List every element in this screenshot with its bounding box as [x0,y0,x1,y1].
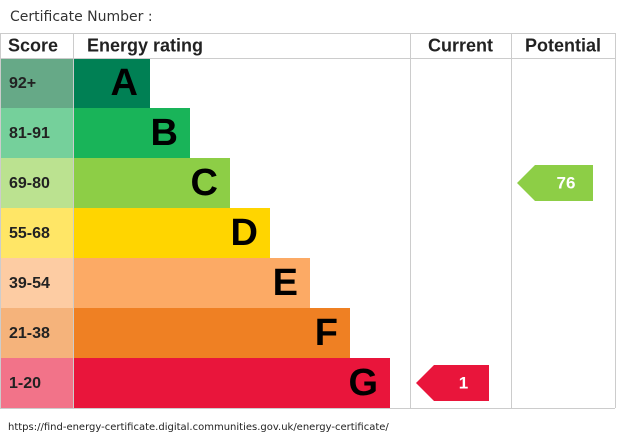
rating-bar [73,158,230,208]
current-arrow [416,365,489,401]
band-letter: G [348,362,378,404]
rating-bar [73,108,190,158]
score-cell [0,308,73,358]
score-label: 81-91 [9,125,50,142]
column-header: Potential [525,35,601,55]
score-label: 21-38 [9,325,50,342]
band-letter: D [231,212,258,254]
score-label: 1-20 [9,375,41,392]
rating-bar [73,258,310,308]
potential-arrow [517,165,593,201]
rating-bar [73,308,350,358]
score-cell [0,358,73,408]
score-label: 92+ [9,75,36,92]
footer-url: https://find-energy-certificate.digital.… [8,422,389,433]
band-letter: B [151,112,178,154]
current-value: 1 [459,373,468,392]
rating-bar [73,58,150,108]
certificate-title: Certificate Number : [10,9,153,25]
potential-value: 76 [557,173,576,192]
column-header: Score [8,35,58,55]
score-cell [0,208,73,258]
rating-bar [73,208,270,258]
score-cell [0,258,73,308]
band-letter: E [273,262,298,304]
score-label: 69-80 [9,175,50,192]
score-cell [0,158,73,208]
band-letter: A [111,62,138,104]
column-header: Current [428,35,493,55]
score-label: 55-68 [9,225,50,242]
rating-bar [73,358,390,408]
score-cell [0,58,73,108]
score-cell [0,108,73,158]
band-letter: F [315,312,338,354]
score-label: 39-54 [9,275,50,292]
band-letter: C [191,162,218,204]
column-header: Energy rating [87,35,203,55]
